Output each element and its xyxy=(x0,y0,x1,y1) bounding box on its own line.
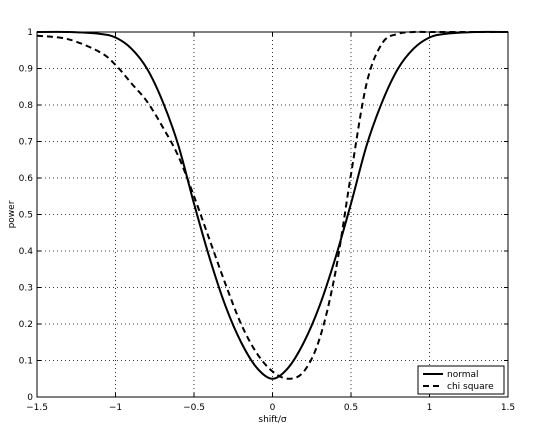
x-tick-label: −1.5 xyxy=(26,403,48,413)
x-tick-label: 1 xyxy=(427,403,433,413)
x-tick-label: −1 xyxy=(109,403,122,413)
y-tick-label: 0.7 xyxy=(19,138,33,148)
legend-box xyxy=(417,365,505,395)
x-tick-label: 0 xyxy=(270,403,276,413)
y-tick-label: 0.6 xyxy=(19,174,34,184)
series-line-normal xyxy=(36,30,509,380)
grid-lines xyxy=(37,32,508,397)
y-tick-label: 1 xyxy=(27,28,33,38)
y-tick-label: 0.4 xyxy=(19,247,34,257)
legend-label-chi-square: chi square xyxy=(447,382,494,392)
y-tick-label: 0.5 xyxy=(19,211,33,221)
y-tick-label: 0.9 xyxy=(19,65,34,75)
y-tick-label: 0 xyxy=(27,393,33,403)
x-tick-label: −0.5 xyxy=(183,403,205,413)
y-tick-label: 0.2 xyxy=(19,320,33,330)
legend-label-normal: normal xyxy=(447,370,479,380)
y-axis-label: power xyxy=(7,200,17,228)
y-tick-label: 0.1 xyxy=(19,357,33,367)
x-tick-label: 1.5 xyxy=(501,403,515,413)
x-tick-label: 0.5 xyxy=(344,403,358,413)
legend: normal chi square xyxy=(417,365,505,395)
x-axis-label: shift/σ xyxy=(258,415,286,425)
y-tick-label: 0.8 xyxy=(19,101,34,111)
y-tick-label: 0.3 xyxy=(19,284,33,294)
series-line-chi-square xyxy=(36,30,508,380)
series-lines xyxy=(36,30,509,380)
axis-ticks: −1.5 −1 −0.5 0 0.5 1 1.5 0 0.1 0.2 0.3 0.4 0.5 0.6 0.7… xyxy=(19,28,515,413)
